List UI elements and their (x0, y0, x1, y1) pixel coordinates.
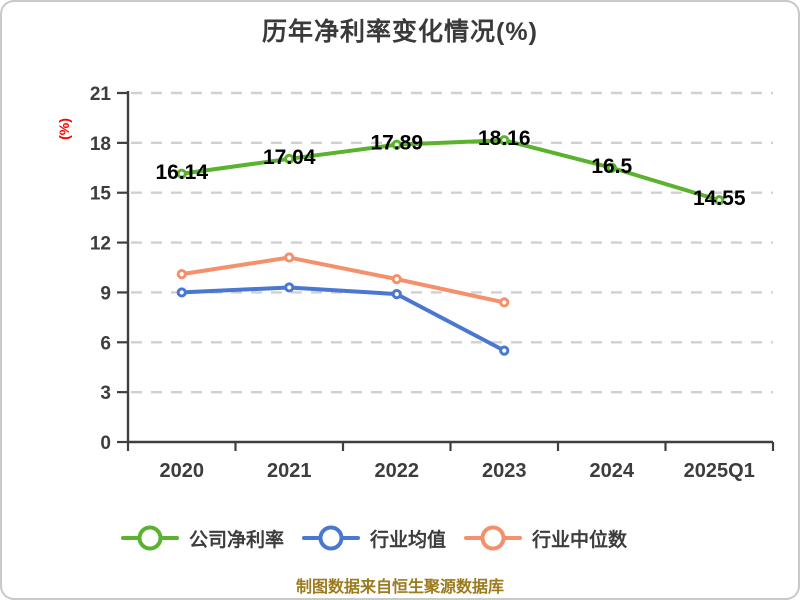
data-point-0[interactable] (284, 153, 295, 164)
legend-item-industry-median[interactable]: 行业中位数 (464, 524, 627, 552)
data-point-1[interactable] (284, 282, 295, 293)
data-point-2[interactable] (176, 269, 187, 280)
y-tick-label: 9 (100, 283, 111, 304)
chart-title: 历年净利率变化情况(%) (262, 18, 538, 46)
legend-item-company-net-margin[interactable]: 公司净利率 (120, 524, 284, 552)
data-point-2[interactable] (499, 297, 510, 308)
legend: 公司净利率 行业均值 行业中位数 (2, 524, 772, 552)
data-point-0[interactable] (391, 139, 402, 150)
y-tick-label: 15 (90, 184, 112, 205)
y-tick-label: 0 (100, 433, 111, 454)
legend-line-circle-icon (464, 524, 522, 552)
data-point-label: 17.04 (263, 146, 316, 169)
data-point-1[interactable] (176, 287, 187, 298)
data-point-1[interactable] (391, 288, 402, 300)
legend-label: 行业中位数 (532, 529, 628, 551)
y-tick-label: 18 (90, 134, 111, 155)
x-tick-label: 2024 (590, 460, 635, 482)
legend-line-circle-icon (120, 524, 179, 552)
series-line-2 (179, 255, 507, 305)
data-point-2[interactable] (391, 274, 402, 285)
data-point-0[interactable] (606, 162, 617, 173)
y-axis-unit-label: (%) (56, 118, 72, 140)
data-point-0[interactable] (714, 195, 725, 206)
data-point-0[interactable] (499, 135, 510, 146)
data-point-0[interactable] (176, 168, 187, 179)
x-tick-label: 2025Q1 (684, 460, 755, 482)
legend-label: 行业均值 (369, 529, 446, 551)
legend-item-industry-average[interactable]: 行业均值 (301, 524, 446, 552)
legend-label: 公司净利率 (188, 529, 284, 551)
y-tick-label: 21 (90, 84, 112, 105)
data-point-label: 14.55 (693, 187, 746, 210)
series-line-1 (179, 285, 507, 353)
x-tick-label: 2022 (375, 460, 420, 482)
y-tick-label: 6 (100, 333, 111, 354)
y-tick-label: 3 (100, 383, 111, 404)
series-line-0 (179, 138, 722, 203)
data-point-label: 16.14 (155, 161, 208, 184)
data-point-label: 16.5 (591, 155, 632, 178)
x-tick-label: 2020 (160, 460, 205, 482)
data-point-2[interactable] (284, 252, 295, 263)
x-tick-label: 2023 (482, 460, 527, 482)
x-tick-label: 2021 (267, 460, 312, 482)
y-tick-label: 12 (90, 234, 111, 255)
data-source-caption: 制图数据来自恒生聚源数据库 (295, 579, 504, 596)
data-point-label: 18.16 (478, 127, 531, 150)
data-point-label: 17.89 (370, 132, 423, 155)
data-point-1[interactable] (499, 345, 510, 356)
legend-line-circle-icon (301, 524, 360, 552)
